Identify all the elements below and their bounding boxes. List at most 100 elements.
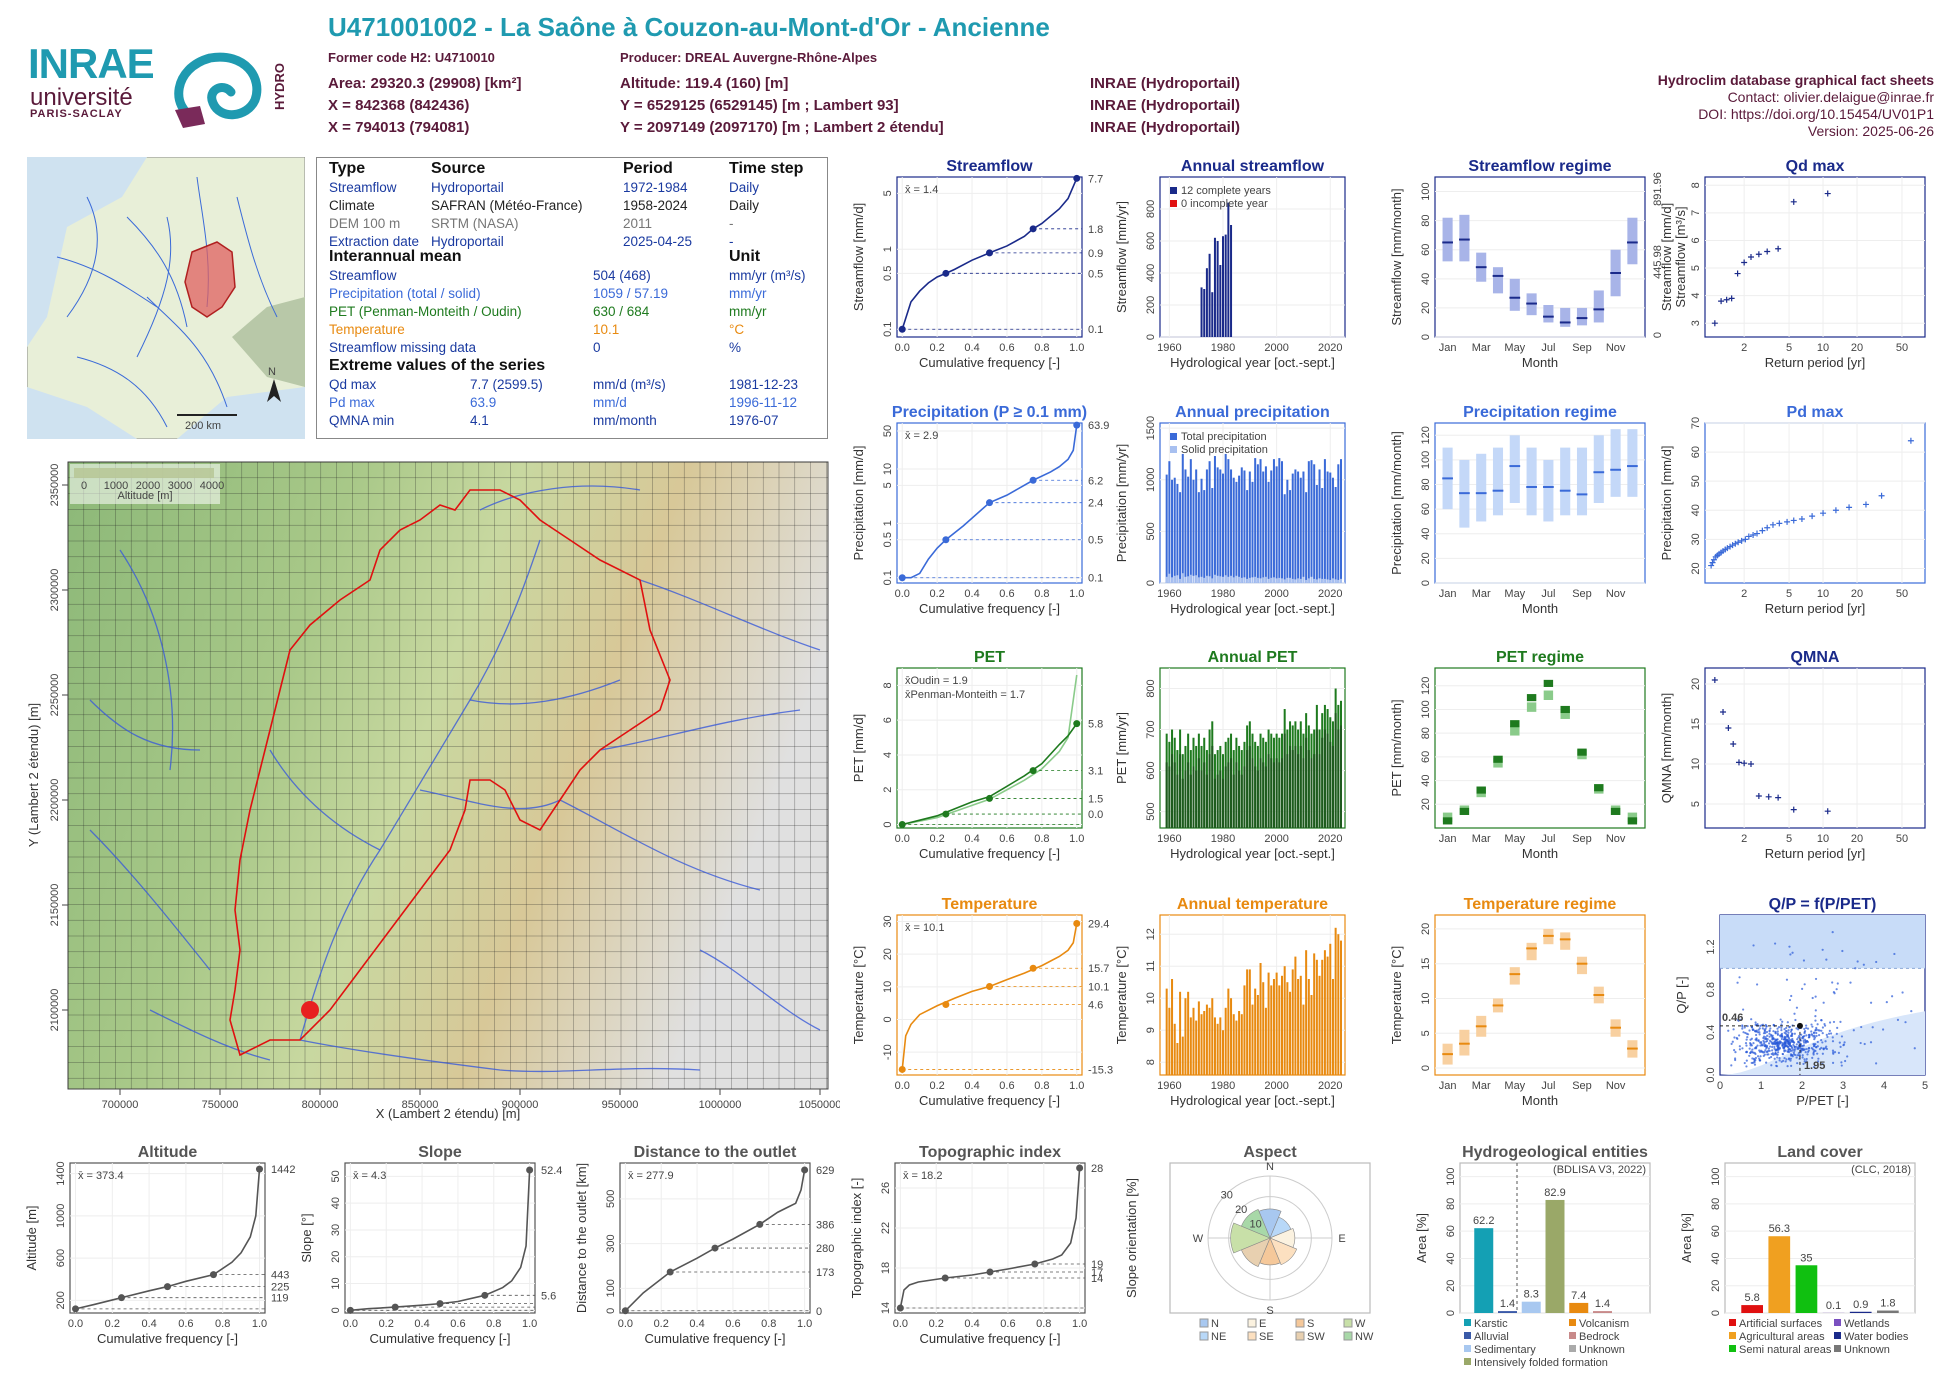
bar xyxy=(1331,979,1334,1075)
bar xyxy=(1259,963,1262,1075)
plot-frame xyxy=(1724,1162,1916,1314)
bar xyxy=(1224,453,1227,583)
legend-swatch xyxy=(1170,446,1177,453)
y-tick: 1 xyxy=(882,520,894,526)
bar xyxy=(1283,494,1286,583)
scatter-point xyxy=(1743,1061,1746,1065)
quantile-label: 119 xyxy=(271,1293,289,1305)
scatter-point xyxy=(1788,945,1791,948)
bar-solid xyxy=(1173,575,1176,583)
bar xyxy=(1232,1014,1235,1075)
scatter-point xyxy=(1807,1046,1811,1050)
y-tick: 1500 xyxy=(1145,416,1157,440)
x-tick: 0.8 xyxy=(486,1318,501,1330)
radial-tick: 30 xyxy=(1221,1190,1233,1202)
data-point xyxy=(1764,248,1771,255)
bar xyxy=(1264,1007,1267,1075)
bar xyxy=(1313,953,1316,1075)
data-point xyxy=(1711,320,1718,327)
quantile-label: 19 xyxy=(1091,1259,1103,1271)
quantile-label: 280 xyxy=(816,1243,834,1255)
x-tick: 0.0 xyxy=(895,833,910,845)
data-point xyxy=(1741,259,1748,266)
legend-tick: 4000 xyxy=(200,480,224,492)
info-step: - xyxy=(729,216,734,231)
chart-precipitation_regime: Precipitation regime Month Precipitation [… xyxy=(1389,404,1646,616)
bar-2 xyxy=(1213,778,1216,828)
y-tick: 11 xyxy=(1145,960,1157,971)
regime-box xyxy=(1627,429,1638,497)
source-3: INRAE (Hydroportail) xyxy=(1090,119,1240,136)
y-tick: 15 xyxy=(1690,718,1702,730)
series-line xyxy=(75,1169,261,1310)
legend-label: Solid precipitation xyxy=(1181,444,1268,456)
bar xyxy=(1227,202,1230,337)
legend-label: Total precipitation xyxy=(1181,431,1267,443)
legend-label: E xyxy=(1259,1318,1266,1330)
scatter-point xyxy=(1732,1028,1735,1031)
x-tick: 5 xyxy=(1786,588,1792,600)
y-tick: 50 xyxy=(1690,475,1702,487)
y-tick: 9 xyxy=(1145,1027,1157,1033)
bar xyxy=(1216,1023,1219,1075)
doi-link[interactable]: DOI: https://doi.org/10.15454/UV01P1 xyxy=(1698,106,1934,122)
bar xyxy=(1321,959,1324,1075)
bar-2 xyxy=(1339,725,1343,828)
bar-solid xyxy=(1329,579,1332,583)
scatter-point xyxy=(1753,1061,1756,1064)
map-xtick: 1050000 xyxy=(799,1099,840,1111)
scatter-point xyxy=(1832,1052,1835,1055)
scatter-point xyxy=(1770,1052,1773,1056)
bar xyxy=(1192,1007,1195,1075)
radial-tick: 10 xyxy=(1250,1219,1262,1231)
bar-2 xyxy=(1240,774,1243,828)
scatter-point xyxy=(1875,960,1878,964)
scatter-point xyxy=(1808,1036,1811,1039)
bar xyxy=(1302,1004,1305,1075)
y-tick: 60 xyxy=(1445,1225,1457,1237)
map-ytick: 2300000 xyxy=(49,569,61,612)
scatter-point xyxy=(1787,1031,1790,1034)
scatter-point xyxy=(1758,1059,1761,1062)
x-tick: 0.4 xyxy=(964,1080,979,1092)
legend-label: S xyxy=(1307,1318,1314,1330)
bar-2 xyxy=(1184,770,1187,828)
x-axis-label: Cumulative frequency [-] xyxy=(645,1331,786,1346)
scatter-point xyxy=(1754,1056,1758,1060)
y-axis-label: Area [%] xyxy=(1414,1213,1429,1263)
regime-box xyxy=(1627,217,1638,265)
bar xyxy=(1221,1030,1225,1075)
x-tick: 0.0 xyxy=(68,1318,83,1330)
scatter-point xyxy=(1765,1039,1769,1043)
data-point xyxy=(1775,794,1782,801)
y-tick: 20 xyxy=(1690,562,1702,574)
info-type: Climate xyxy=(329,198,375,213)
y-tick: 300 xyxy=(605,1234,617,1252)
scatter-point xyxy=(1793,1032,1796,1035)
bar xyxy=(1176,1043,1179,1075)
scatter-point xyxy=(1795,1006,1799,1009)
bar xyxy=(1254,988,1257,1075)
data-point xyxy=(1764,524,1771,531)
x-tick: May xyxy=(1504,1080,1525,1092)
plot-frame xyxy=(1704,176,1926,338)
y-axis-label: Slope [°] xyxy=(299,1213,314,1262)
bar-solid xyxy=(1197,577,1200,583)
chart-qd_max: Qd max Return period [yr] Streamflow [mm/d… xyxy=(1659,158,1926,370)
legend-label: Semi natural areas xyxy=(1739,1344,1832,1356)
bar xyxy=(1219,1017,1222,1075)
bar-solid xyxy=(1227,576,1230,583)
x-axis-label: Cumulative frequency [-] xyxy=(920,1331,1061,1346)
scatter-point xyxy=(1796,1038,1799,1041)
y-axis-label: Precipitation [mm/yr] xyxy=(1114,444,1129,562)
chart-qp_ppet: Q/P = f(P/PET) P/PET [-] Q/P [-] 0 1 2 3 4 5 0.0 0… xyxy=(1674,896,1928,1108)
x-tick: 20 xyxy=(1851,342,1863,354)
map-river xyxy=(149,1009,271,1061)
x-tick: 2 xyxy=(1741,342,1747,354)
bar xyxy=(1246,490,1249,583)
bar-2 xyxy=(1286,754,1289,828)
bar xyxy=(1267,481,1270,583)
scatter-point xyxy=(1767,1053,1770,1056)
x-tick: 0.2 xyxy=(654,1318,669,1330)
